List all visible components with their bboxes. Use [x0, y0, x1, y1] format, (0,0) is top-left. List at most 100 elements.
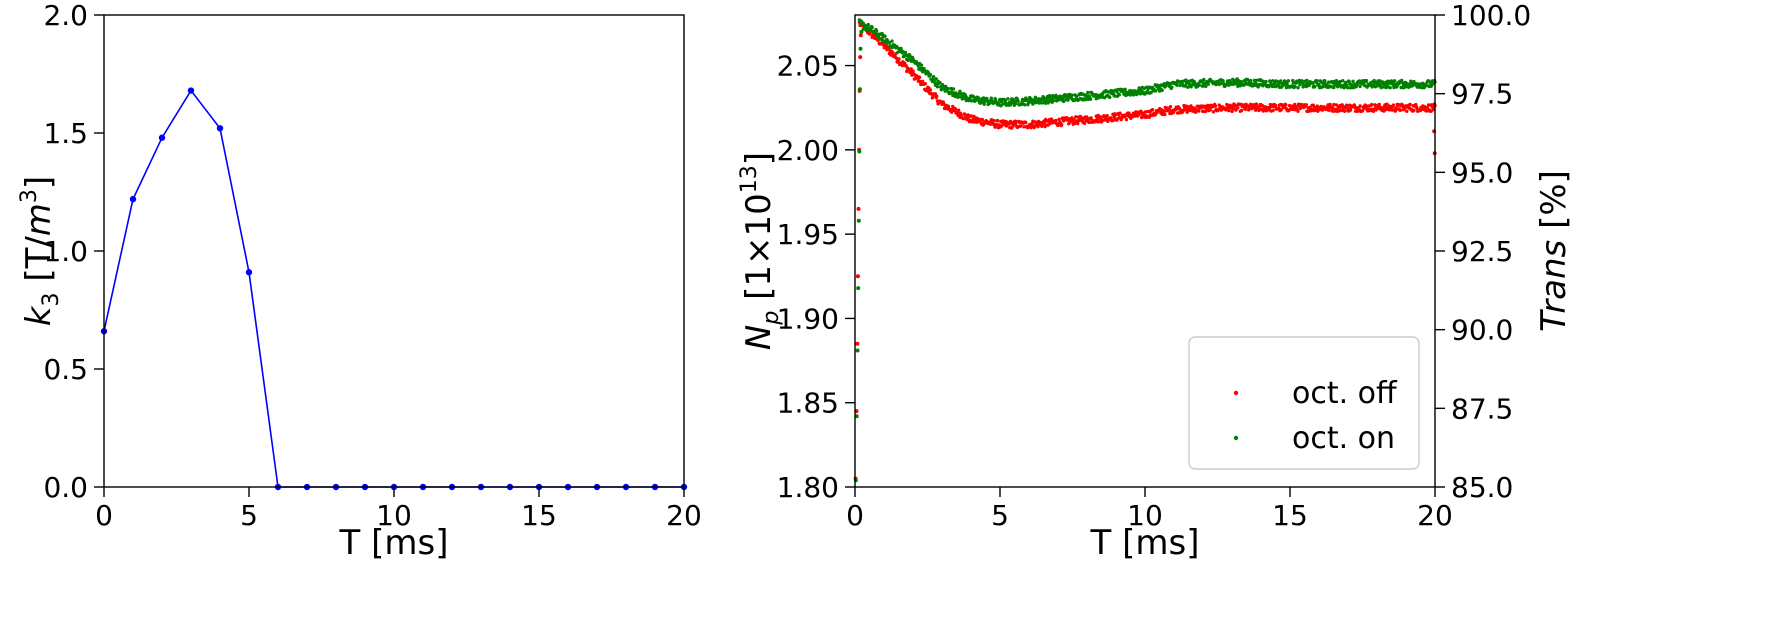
- k3-plot-area: [100, 87, 688, 491]
- np-right-y-tick-label: 87.5: [1451, 392, 1513, 425]
- np-data-point: [939, 88, 943, 92]
- np-data-point: [903, 50, 908, 55]
- np-data-point: [934, 77, 938, 81]
- np-right-y-ticks: 85.0 87.5 90.0 92.5 95.0 97.5 100.0: [1435, 0, 1531, 504]
- np-data-point: [1208, 108, 1212, 112]
- np-data-point: [1185, 110, 1189, 114]
- np-x-tick-label: 0: [846, 499, 864, 532]
- np-data-point: [969, 99, 974, 103]
- np-right-y-axis-label: Trans [%]: [1534, 170, 1574, 332]
- np-data-point: [1175, 83, 1179, 87]
- np-data-point: [906, 58, 910, 63]
- np-data-point: [1330, 105, 1335, 110]
- np-data-point: [1211, 110, 1216, 114]
- np-data-point: [935, 85, 940, 89]
- np-data-point: [956, 95, 961, 99]
- np-data-point: [938, 80, 942, 85]
- np-data-point: [866, 22, 870, 27]
- np-plot-area: [853, 18, 1437, 483]
- np-data-point: [1304, 103, 1309, 107]
- k3-data-point: [187, 87, 195, 94]
- np-data-point: [1396, 102, 1401, 107]
- np-x-axis-label: T [ms]: [1090, 523, 1200, 563]
- np-data-point: [1076, 121, 1080, 126]
- np-data-point: [1285, 82, 1289, 87]
- np-data-point: [1338, 79, 1342, 84]
- np-right-y-tick-label: 90.0: [1451, 314, 1513, 347]
- np-data-point: [1327, 80, 1331, 84]
- np-data-point: [1088, 97, 1093, 101]
- np-data-point: [1354, 105, 1358, 110]
- np-data-point: [1360, 109, 1365, 113]
- np-data-point: [1086, 90, 1090, 95]
- np-data-point: [856, 218, 861, 223]
- np-data-point: [989, 96, 993, 100]
- np-series-oct-off: [853, 19, 1437, 481]
- np-data-point: [999, 104, 1003, 108]
- np-data-point: [1083, 121, 1087, 125]
- np-data-point: [1202, 77, 1206, 82]
- np-data-point: [1087, 120, 1091, 125]
- np-data-point: [870, 25, 874, 30]
- np-data-point: [1024, 120, 1028, 125]
- np-data-point: [858, 46, 863, 51]
- np-data-point: [1072, 117, 1076, 122]
- np-data-point: [1097, 120, 1101, 124]
- np-data-point: [1254, 108, 1258, 112]
- np-left-y-axis-label: Np [1×1013]: [737, 152, 784, 350]
- k3-x-tick-label: 15: [521, 499, 557, 532]
- np-data-point: [1137, 112, 1141, 117]
- np-right-y-tick-label: 97.5: [1451, 78, 1513, 111]
- np-data-point: [1392, 85, 1396, 90]
- k3-x-axis-label: T [ms]: [339, 523, 449, 563]
- k3-y-label-unit-var: m: [19, 203, 59, 236]
- np-y-label-main: N: [739, 325, 779, 350]
- k3-x-ticks: 0 5 10 15 20: [95, 487, 702, 532]
- k3-data-point: [245, 269, 253, 276]
- k3-y-tick-label: 0.5: [43, 353, 88, 386]
- np-data-point: [919, 63, 924, 67]
- np-data-point: [1405, 109, 1409, 114]
- np-data-point: [1343, 109, 1347, 113]
- np-data-point: [1054, 93, 1058, 98]
- np-data-point: [1419, 86, 1424, 90]
- np-x-tick-label: 5: [991, 499, 1009, 532]
- np-data-point: [1197, 83, 1202, 87]
- np-data-point: [1227, 83, 1231, 87]
- np-data-point: [1111, 89, 1115, 93]
- np-data-point: [1118, 111, 1122, 115]
- np-data-point: [1429, 109, 1433, 113]
- k3-chart: 0 5 10 15 20 0.00.51.01.52.0 T [ms] k3 [T/m3…: [17, 0, 702, 563]
- np-data-point: [931, 75, 936, 79]
- np-data-point: [1022, 125, 1026, 129]
- np-data-point: [917, 75, 922, 79]
- np-data-point: [1011, 124, 1015, 128]
- k3-y-tick-label: 1.5: [43, 117, 88, 150]
- np-data-point: [1123, 87, 1127, 92]
- np-data-point: [1047, 94, 1052, 98]
- np-data-point: [857, 149, 862, 154]
- np-data-point: [946, 86, 950, 91]
- np-data-point: [1033, 95, 1038, 100]
- np-data-point: [1022, 103, 1027, 107]
- k3-y-label-unit-post: ]: [19, 176, 59, 189]
- np-data-point: [911, 69, 915, 73]
- np-data-point: [1108, 95, 1112, 100]
- np-data-point: [951, 87, 956, 91]
- np-data-point: [1136, 88, 1141, 93]
- np-data-point: [1305, 78, 1309, 83]
- np-data-point: [1273, 103, 1278, 108]
- np-data-point: [1296, 109, 1300, 113]
- np-data-point: [1061, 99, 1066, 104]
- np-data-point: [890, 50, 895, 55]
- np-data-point: [1358, 84, 1362, 89]
- np-data-point: [1013, 101, 1018, 106]
- legend-label-oct-on: oct. on: [1292, 421, 1395, 456]
- np-data-point: [1394, 107, 1399, 111]
- np-data-point: [1049, 96, 1054, 100]
- np-data-point: [1016, 99, 1020, 104]
- np-data-point: [1057, 98, 1061, 102]
- np-data-point: [859, 29, 864, 34]
- np-data-point: [1284, 85, 1289, 90]
- np-series-oct-on: [853, 18, 1437, 483]
